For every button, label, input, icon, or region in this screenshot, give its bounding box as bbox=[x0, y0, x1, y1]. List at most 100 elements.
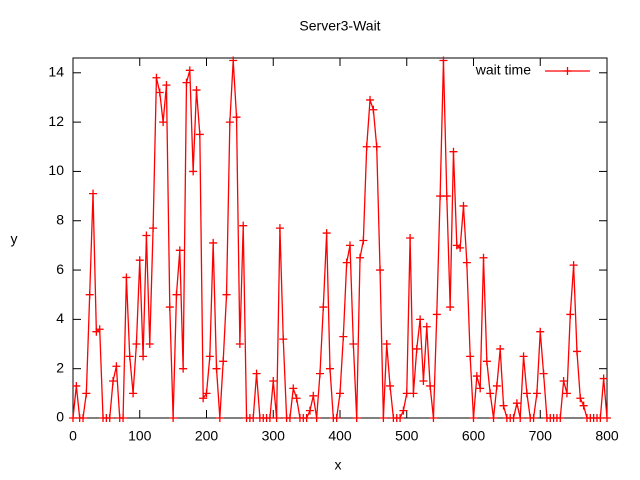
data-point bbox=[162, 81, 171, 90]
data-point bbox=[442, 192, 451, 201]
data-point bbox=[95, 325, 104, 334]
y-tick-label: 4 bbox=[56, 310, 64, 326]
data-point bbox=[429, 414, 438, 422]
data-point bbox=[509, 414, 518, 422]
data-point bbox=[466, 352, 475, 361]
data-point bbox=[472, 372, 481, 381]
data-point bbox=[459, 201, 468, 210]
data-point bbox=[492, 381, 501, 390]
data-point bbox=[342, 258, 351, 267]
data-point bbox=[332, 414, 341, 422]
data-point bbox=[356, 253, 365, 262]
data-point bbox=[486, 389, 495, 398]
data-point bbox=[399, 406, 408, 415]
x-tick-label: 800 bbox=[595, 428, 619, 444]
data-point bbox=[325, 364, 334, 373]
x-tick-label: 700 bbox=[529, 428, 553, 444]
data-point bbox=[376, 266, 385, 275]
data-point bbox=[439, 56, 448, 65]
x-tick-label: 100 bbox=[128, 428, 152, 444]
data-point bbox=[489, 414, 498, 422]
x-tick-label: 600 bbox=[462, 428, 486, 444]
data-point bbox=[239, 221, 248, 230]
data-point bbox=[69, 414, 77, 422]
data-point bbox=[499, 401, 508, 410]
data-point bbox=[109, 377, 118, 386]
data-point bbox=[322, 229, 331, 238]
data-point bbox=[359, 236, 368, 245]
data-point bbox=[72, 381, 81, 390]
data-point bbox=[275, 224, 284, 233]
data-point bbox=[195, 130, 204, 139]
data-point bbox=[182, 78, 191, 87]
data-point bbox=[422, 322, 431, 331]
y-tick-label: 12 bbox=[48, 113, 64, 129]
data-point bbox=[409, 389, 418, 398]
x-tick-label: 400 bbox=[328, 428, 352, 444]
data-point bbox=[402, 389, 411, 398]
data-point bbox=[382, 340, 391, 349]
data-point bbox=[212, 364, 221, 373]
x-tick-label: 200 bbox=[195, 428, 219, 444]
data-point bbox=[85, 290, 94, 299]
data-point bbox=[232, 113, 241, 122]
data-point bbox=[185, 66, 194, 75]
data-point bbox=[289, 384, 298, 393]
y-axis-label: y bbox=[11, 231, 18, 247]
data-point bbox=[346, 241, 355, 250]
data-point bbox=[532, 389, 541, 398]
y-tick-label: 10 bbox=[48, 162, 64, 178]
data-point bbox=[352, 414, 361, 422]
data-point bbox=[229, 56, 238, 65]
data-point bbox=[135, 256, 144, 265]
data-point bbox=[222, 290, 231, 299]
data-point bbox=[219, 357, 228, 366]
data-point bbox=[132, 340, 141, 349]
legend-label: wait time bbox=[475, 62, 531, 78]
data-point bbox=[279, 335, 288, 344]
data-point bbox=[269, 377, 278, 386]
data-point bbox=[79, 414, 88, 422]
data-point bbox=[199, 394, 208, 403]
data-point bbox=[205, 352, 214, 361]
data-point bbox=[496, 344, 505, 353]
chart-title: Server3-Wait bbox=[299, 18, 380, 34]
legend-marker bbox=[563, 67, 572, 75]
data-point bbox=[172, 290, 181, 299]
data-point bbox=[562, 389, 571, 398]
data-point bbox=[252, 369, 261, 378]
data-point bbox=[436, 192, 445, 201]
data-point bbox=[139, 352, 148, 361]
data-point bbox=[152, 73, 161, 82]
data-point bbox=[165, 303, 174, 312]
data-point bbox=[426, 381, 435, 390]
data-point bbox=[125, 352, 134, 361]
data-point bbox=[406, 234, 415, 242]
data-point bbox=[89, 189, 98, 198]
y-tick-label: 0 bbox=[56, 409, 64, 425]
data-point bbox=[159, 118, 168, 127]
data-point bbox=[412, 344, 421, 353]
data-point bbox=[536, 327, 545, 336]
data-point bbox=[539, 369, 548, 378]
y-tick-label: 14 bbox=[48, 63, 64, 79]
data-point bbox=[603, 414, 611, 422]
data-point bbox=[202, 389, 211, 398]
data-point bbox=[456, 243, 465, 252]
data-point bbox=[169, 414, 178, 422]
data-point bbox=[572, 347, 581, 356]
data-point bbox=[155, 88, 164, 97]
data-point bbox=[372, 142, 381, 151]
data-point bbox=[319, 303, 328, 312]
data-point bbox=[235, 340, 244, 349]
data-point bbox=[479, 253, 488, 262]
data-point bbox=[175, 246, 184, 255]
data-point bbox=[469, 414, 478, 422]
data-point bbox=[566, 310, 575, 319]
data-point bbox=[449, 147, 458, 156]
data-point bbox=[556, 414, 565, 422]
data-point bbox=[265, 414, 274, 422]
y-tick-label: 6 bbox=[56, 261, 64, 277]
